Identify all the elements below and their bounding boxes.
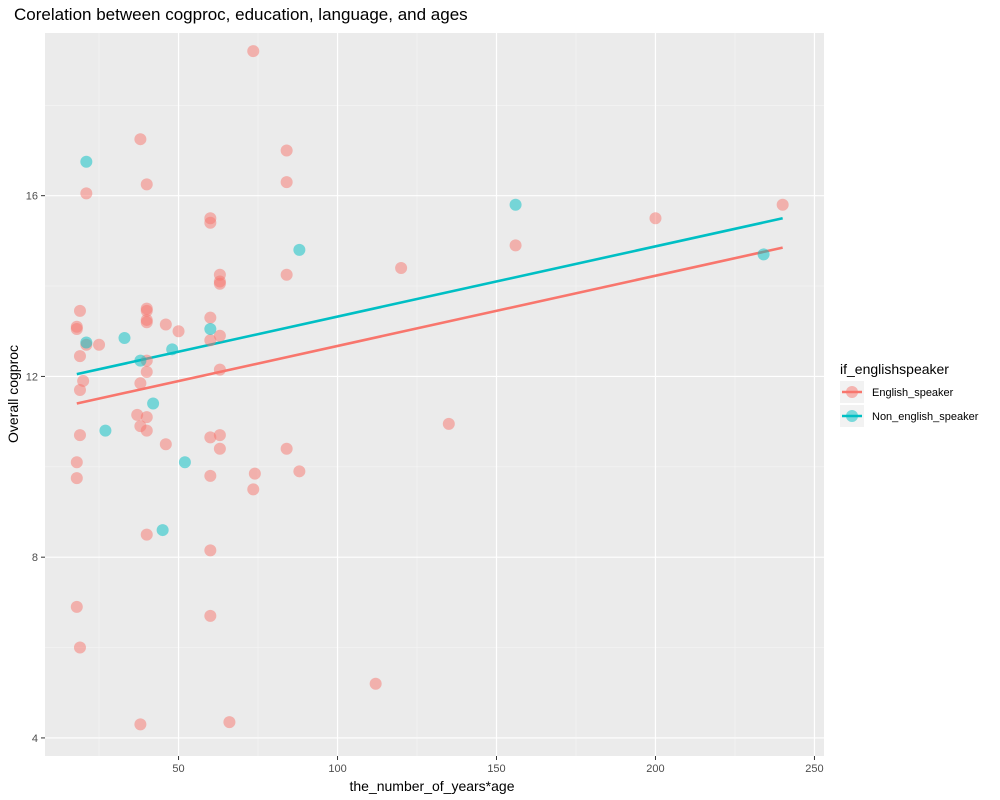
point-english-speaker (73, 383, 86, 396)
data-points (70, 45, 789, 731)
point-english-speaker (649, 212, 662, 225)
trend-line-non-english-speaker (76, 216, 783, 376)
legend-item-non-english-speaker: Non_english_speaker (840, 405, 979, 427)
point-english-speaker (73, 350, 86, 363)
point-english-speaker (80, 187, 93, 200)
point-non-english-speaker (80, 336, 93, 349)
point-english-speaker (204, 609, 217, 622)
point-english-speaker (223, 716, 236, 729)
point-non-english-speaker (166, 343, 179, 356)
point-english-speaker (73, 429, 86, 442)
legend-point-swatch (846, 410, 858, 422)
point-english-speaker (247, 45, 260, 58)
y-tick-label: 16 (26, 191, 38, 203)
legend-title: if_englishspeaker (840, 361, 949, 377)
point-english-speaker (73, 641, 86, 654)
point-english-speaker (140, 424, 153, 437)
point-english-speaker (140, 178, 153, 191)
trend-line-english-speaker (76, 246, 783, 405)
y-axis-title: Overall cogproc (5, 345, 21, 443)
point-english-speaker (70, 600, 83, 613)
x-tick-label: 150 (487, 763, 505, 775)
point-english-speaker (369, 677, 382, 690)
point-english-speaker (293, 465, 306, 478)
x-axis-title: the_number_of_years*age (349, 778, 514, 794)
legend-point-swatch (846, 386, 858, 398)
plot-panel (45, 33, 824, 756)
x-tick-label: 250 (805, 763, 823, 775)
point-non-english-speaker (118, 332, 131, 345)
point-english-speaker (213, 363, 226, 376)
x-tick-label: 100 (328, 763, 346, 775)
point-english-speaker (70, 472, 83, 485)
point-non-english-speaker (99, 424, 112, 437)
point-english-speaker (140, 365, 153, 378)
y-tick-label: 4 (32, 733, 38, 745)
point-english-speaker (204, 431, 217, 444)
point-english-speaker (134, 377, 147, 390)
legend-item-english-speaker: English_speaker (840, 381, 954, 403)
point-english-speaker (509, 239, 522, 252)
point-english-speaker (204, 469, 217, 482)
y-tick-label: 12 (26, 371, 38, 383)
point-english-speaker (204, 311, 217, 324)
legend-label-non-english-speaker: Non_english_speaker (872, 411, 979, 423)
regression-lines (76, 216, 783, 405)
point-english-speaker (280, 176, 293, 189)
point-english-speaker (213, 277, 226, 290)
point-english-speaker (204, 216, 217, 229)
minor-gridlines (45, 33, 824, 756)
point-english-speaker (213, 442, 226, 455)
point-english-speaker (131, 408, 144, 421)
point-english-speaker (442, 417, 455, 430)
point-english-speaker (93, 338, 106, 351)
point-english-speaker (140, 304, 153, 317)
point-non-english-speaker (509, 198, 522, 211)
point-english-speaker (247, 483, 260, 496)
point-non-english-speaker (147, 397, 160, 410)
point-english-speaker (140, 411, 153, 424)
point-english-speaker (172, 325, 185, 338)
x-tick-label: 200 (646, 763, 664, 775)
point-english-speaker (70, 456, 83, 469)
x-tick-label: 50 (172, 763, 184, 775)
point-non-english-speaker (204, 322, 217, 335)
point-english-speaker (140, 316, 153, 329)
chart-title: Corelation between cogproc, education, l… (14, 5, 468, 24)
point-non-english-speaker (178, 456, 191, 469)
point-non-english-speaker (80, 155, 93, 168)
point-english-speaker (395, 261, 408, 274)
point-non-english-speaker (134, 354, 147, 367)
legend: if_englishspeaker English_speaker Non_eng… (840, 361, 979, 427)
point-english-speaker (280, 268, 293, 281)
point-english-speaker (159, 438, 172, 451)
point-english-speaker (204, 334, 217, 347)
point-english-speaker (73, 304, 86, 317)
point-english-speaker (134, 133, 147, 146)
point-english-speaker (159, 318, 172, 331)
point-english-speaker (280, 144, 293, 157)
point-english-speaker (280, 442, 293, 455)
y-axis-ticks: 4 8 12 16 (26, 191, 45, 745)
point-english-speaker (204, 544, 217, 557)
point-english-speaker (776, 198, 789, 211)
point-non-english-speaker (293, 243, 306, 256)
point-english-speaker (248, 467, 261, 480)
point-english-speaker (134, 718, 147, 731)
point-non-english-speaker (156, 524, 169, 537)
point-english-speaker (77, 374, 90, 387)
legend-label-english-speaker: English_speaker (872, 387, 954, 399)
x-axis-ticks: 50 100 150 200 250 (172, 756, 824, 775)
point-non-english-speaker (757, 248, 770, 261)
point-english-speaker (213, 429, 226, 442)
point-english-speaker (140, 528, 153, 541)
major-gridlines (45, 33, 824, 756)
y-tick-label: 8 (32, 552, 38, 564)
point-english-speaker (70, 322, 83, 335)
point-english-speaker (213, 329, 226, 342)
